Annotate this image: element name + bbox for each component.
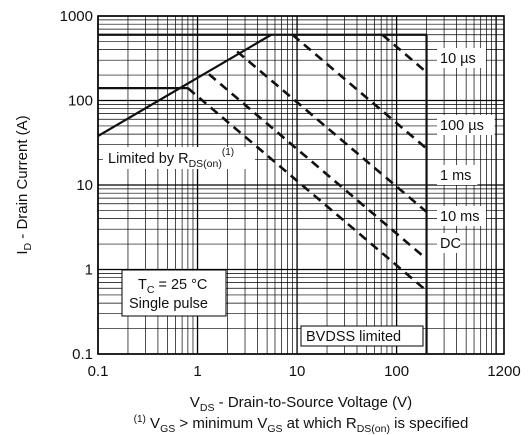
y-axis-title: ID - Drain Current (A) xyxy=(14,115,34,254)
y-tick-label: 10 xyxy=(76,177,93,194)
x-tick-label: 1200 xyxy=(487,363,520,380)
y-tick-label: 1 xyxy=(85,262,93,279)
series-label: 10 ms xyxy=(440,209,480,225)
conditions-line-1: TC = 25 °C xyxy=(138,277,207,296)
y-tick-label: 100 xyxy=(68,93,93,110)
x-tick-label: 1 xyxy=(193,363,201,380)
y-tick-label: 1000 xyxy=(60,8,93,25)
footnote: (1) VGS > minimum VGS at which RDS(on) i… xyxy=(134,414,469,435)
series-line xyxy=(291,33,428,150)
series-label: DC xyxy=(440,236,461,252)
series-label-bg xyxy=(437,233,461,253)
boundary-line xyxy=(98,33,272,137)
series-labels: 10 µs 100 µs 1 ms 10 ms DC xyxy=(437,48,495,253)
boundary-lines xyxy=(98,33,428,354)
conditions-box xyxy=(121,269,227,317)
series-label-bg xyxy=(437,48,486,68)
x-tick-label: 0.1 xyxy=(88,363,109,380)
rds-limit-label: Limited by RDS(on)(1) xyxy=(108,147,234,170)
bvdss-label-box xyxy=(300,325,424,347)
rds-label-box xyxy=(103,147,255,169)
y-tick-labels: 0.1 1 10 100 1000 xyxy=(60,8,93,363)
x-axis-title: VDS - Drain-to-Source Voltage (V) xyxy=(190,394,412,414)
series-label: 100 µs xyxy=(440,118,484,134)
series-line xyxy=(236,50,428,213)
series-label: 10 µs xyxy=(440,51,476,67)
x-tick-label: 100 xyxy=(384,363,409,380)
x-tick-label: 10 xyxy=(289,363,306,380)
y-tick-label: 0.1 xyxy=(72,346,93,363)
series-label: 1 ms xyxy=(440,168,471,184)
series-line xyxy=(187,87,428,292)
series-label-bg xyxy=(437,115,495,135)
series-label-bg xyxy=(437,165,478,185)
plot-frame xyxy=(97,15,505,355)
bvdss-label: BVDSS limited xyxy=(306,329,401,345)
series-label-bg xyxy=(437,206,486,226)
series-line xyxy=(208,73,428,261)
series-lines xyxy=(187,33,428,292)
x-tick-labels: 0.1 1 10 100 1200 xyxy=(88,363,521,380)
conditions-line-2: Single pulse xyxy=(129,296,208,312)
series-line xyxy=(381,33,428,74)
